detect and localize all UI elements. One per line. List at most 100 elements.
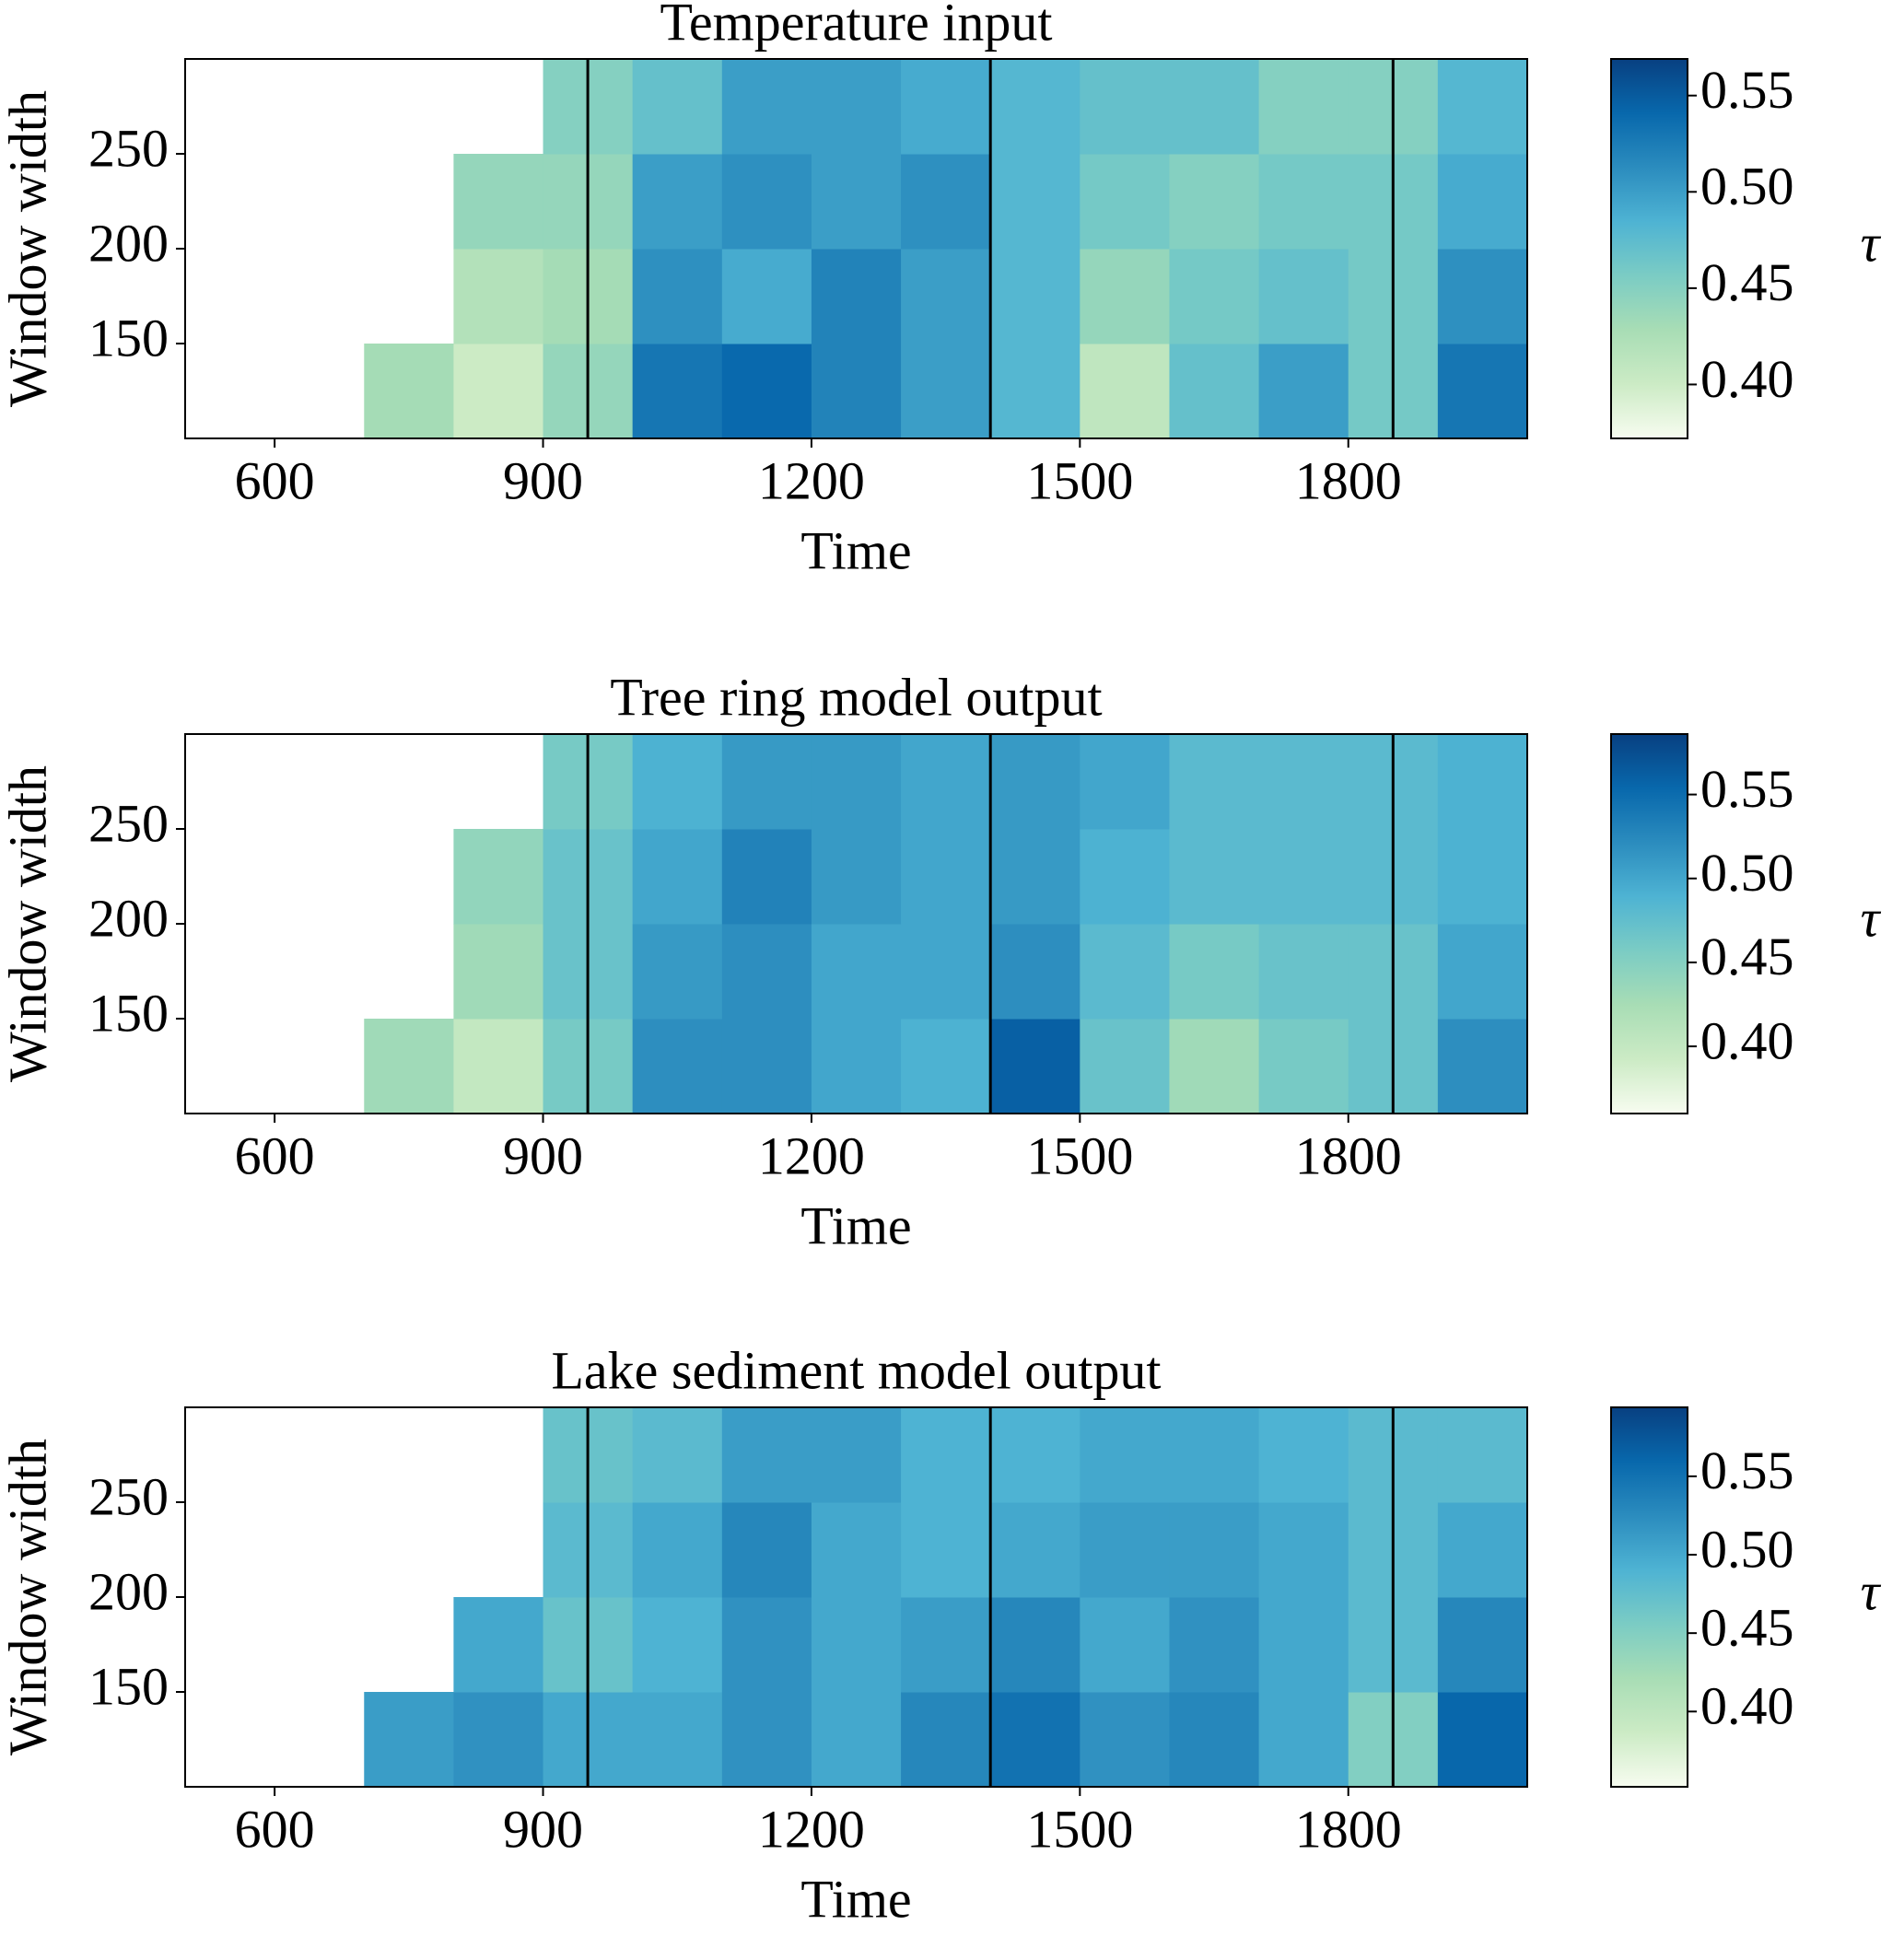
heatmap-cell bbox=[811, 1407, 902, 1503]
y-axis-label: Window width bbox=[0, 1439, 57, 1755]
heatmap-cell bbox=[901, 1407, 991, 1503]
heatmap-cell bbox=[990, 344, 1080, 439]
heatmap-cell bbox=[990, 1502, 1080, 1598]
y-tick-label: 150 bbox=[88, 1656, 169, 1716]
heatmap-cell bbox=[721, 59, 812, 155]
chart-title: Lake sediment model output bbox=[551, 1340, 1161, 1400]
heatmap-cell bbox=[1169, 1019, 1260, 1114]
heatmap-cell bbox=[811, 734, 902, 830]
heatmap-cell bbox=[1169, 344, 1260, 439]
heatmap-cell bbox=[1169, 924, 1260, 1020]
y-tick-label: 200 bbox=[88, 213, 169, 273]
y-axis-label: Window width bbox=[0, 90, 57, 407]
heatmap-cell bbox=[990, 1692, 1080, 1788]
heatmap-cell bbox=[811, 829, 902, 925]
heatmap-cell bbox=[901, 734, 991, 830]
colorbar-tick-label: 0.55 bbox=[1700, 60, 1794, 120]
heatmap-cell bbox=[632, 924, 723, 1020]
colorbar-label: τ bbox=[1861, 213, 1882, 273]
heatmap-cell bbox=[453, 1692, 544, 1788]
heatmap-cell bbox=[1258, 344, 1349, 439]
heatmap-cell bbox=[811, 1019, 902, 1114]
heatmap-cell bbox=[632, 1692, 723, 1788]
heatmap-cell bbox=[990, 154, 1080, 250]
heatmap-cell bbox=[632, 344, 723, 439]
colorbar bbox=[1610, 1406, 1688, 1788]
colorbar-label: τ bbox=[1861, 1561, 1882, 1621]
heatmap-cell bbox=[1169, 1502, 1260, 1598]
heatmap-cell bbox=[811, 249, 902, 344]
heatmap-cell bbox=[1437, 734, 1528, 830]
heatmap-cell bbox=[1258, 829, 1349, 925]
heatmap-cell bbox=[1080, 734, 1170, 830]
heatmap-cell bbox=[1437, 1692, 1528, 1788]
heatmap-cell bbox=[811, 344, 902, 439]
heatmap-cell bbox=[1437, 59, 1528, 155]
heatmap-cell bbox=[1437, 1597, 1528, 1693]
heatmap-cell bbox=[901, 1597, 991, 1693]
x-tick-label: 900 bbox=[503, 1125, 583, 1185]
heatmap-cell bbox=[1258, 59, 1349, 155]
heatmap-cell bbox=[1258, 1502, 1349, 1598]
heatmap-cell bbox=[1169, 154, 1260, 250]
heatmap-cell bbox=[990, 1407, 1080, 1503]
heatmap-cell bbox=[453, 1019, 544, 1114]
heatmap-cell bbox=[721, 1692, 812, 1788]
colorbar-tick-label: 0.50 bbox=[1700, 843, 1794, 903]
heatmap-cell bbox=[721, 1502, 812, 1598]
heatmap-cell bbox=[1080, 1502, 1170, 1598]
heatmap-cell bbox=[721, 1597, 812, 1693]
heatmap-cell bbox=[1437, 924, 1528, 1020]
colorbar-label: τ bbox=[1861, 888, 1882, 948]
heatmap-cell bbox=[453, 829, 544, 925]
heatmap-cell bbox=[453, 344, 544, 439]
heatmap-cell bbox=[1080, 249, 1170, 344]
heatmap-cell bbox=[632, 249, 723, 344]
x-tick-label: 1500 bbox=[1026, 450, 1133, 510]
colorbar-tick-label: 0.40 bbox=[1700, 349, 1794, 409]
heatmap-cell bbox=[1169, 1692, 1260, 1788]
heatmap-cell bbox=[1258, 249, 1349, 344]
x-tick-label: 900 bbox=[503, 450, 583, 510]
heatmap-cell bbox=[1437, 154, 1528, 250]
heatmap-cell bbox=[721, 734, 812, 830]
heatmap-cell bbox=[453, 924, 544, 1020]
x-tick-label: 600 bbox=[235, 1125, 315, 1185]
x-tick-label: 1200 bbox=[758, 1799, 865, 1859]
heatmap-cell bbox=[1169, 59, 1260, 155]
x-tick-label: 600 bbox=[235, 1799, 315, 1859]
y-tick-label: 250 bbox=[88, 1466, 169, 1526]
heatmap-cell bbox=[811, 59, 902, 155]
heatmap-cell bbox=[1258, 1692, 1349, 1788]
x-tick-label: 1200 bbox=[758, 450, 865, 510]
colorbar-tick-label: 0.40 bbox=[1700, 1676, 1794, 1736]
heatmap-cell bbox=[721, 344, 812, 439]
heatmap-cell bbox=[721, 1407, 812, 1503]
heatmap-cell bbox=[364, 1019, 454, 1114]
heatmap-cell bbox=[1258, 924, 1349, 1020]
x-tick-label: 1500 bbox=[1026, 1125, 1133, 1185]
colorbar-tick-label: 0.40 bbox=[1700, 1010, 1794, 1070]
heatmap-cell bbox=[990, 924, 1080, 1020]
heatmap-cell bbox=[721, 1019, 812, 1114]
x-axis-label: Time bbox=[800, 520, 911, 580]
heatmap-cell bbox=[1437, 1407, 1528, 1503]
heatmap-cell bbox=[811, 924, 902, 1020]
heatmap-cell bbox=[1258, 154, 1349, 250]
y-tick-label: 250 bbox=[88, 793, 169, 853]
x-tick-label: 1800 bbox=[1295, 1125, 1402, 1185]
heatmap-cell bbox=[721, 829, 812, 925]
heatmap-cell bbox=[811, 1692, 902, 1788]
heatmap-cell bbox=[453, 154, 544, 250]
x-tick-label: 1800 bbox=[1295, 1799, 1402, 1859]
heatmap-cell bbox=[901, 1692, 991, 1788]
y-tick-label: 150 bbox=[88, 308, 169, 367]
heatmap-cell bbox=[632, 1502, 723, 1598]
heatmap-cell bbox=[1080, 829, 1170, 925]
heatmap-cell bbox=[632, 1597, 723, 1693]
colorbar bbox=[1610, 733, 1688, 1114]
heatmap-cell bbox=[1258, 1597, 1349, 1693]
heatmap-cell bbox=[453, 249, 544, 344]
heatmap-cell bbox=[364, 1692, 454, 1788]
